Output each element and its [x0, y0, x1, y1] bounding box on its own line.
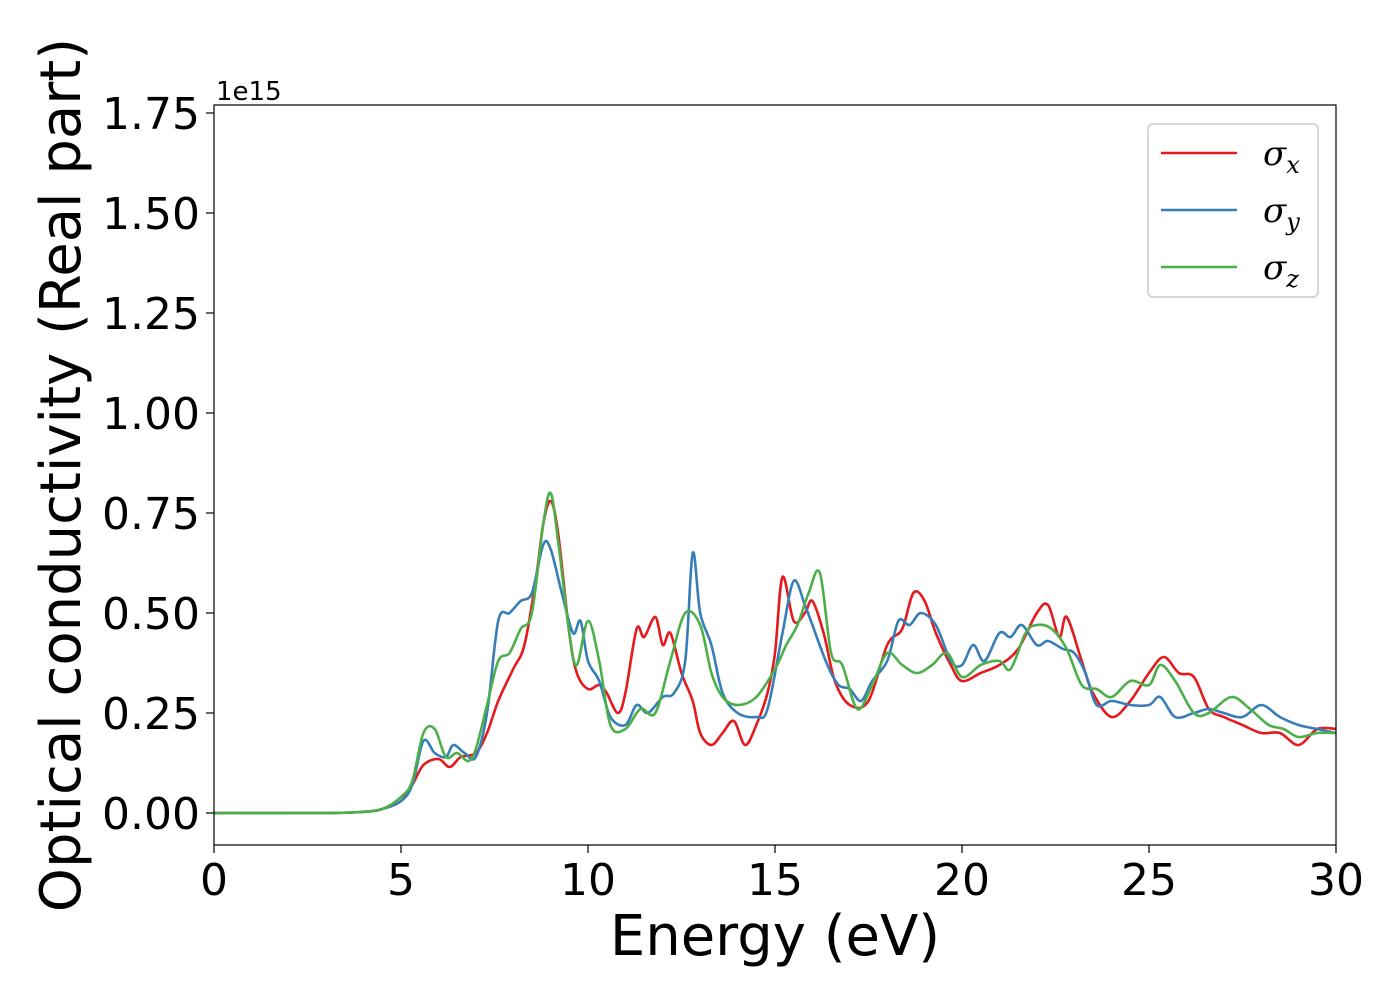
y-axis-label: Optical conductivity (Real part) — [29, 38, 94, 912]
x-axis-ticks: 0 5 10 15 20 25 30 — [200, 845, 1364, 906]
y-tick-label: 1.25 — [102, 289, 200, 340]
y-tick-label: 1.75 — [102, 89, 200, 140]
x-tick-label: 30 — [1308, 855, 1364, 906]
y-offset-text: 1e15 — [216, 77, 282, 107]
series-line-z — [213, 491, 1337, 815]
y-tick-label: 0.25 — [102, 689, 200, 740]
series-layer — [213, 491, 1337, 815]
legend-label: σy — [1263, 191, 1300, 236]
y-axis-ticks: 0.00 0.25 0.50 0.75 1.00 1.25 1.50 1.75 — [102, 89, 214, 840]
y-tick-label: 1.00 — [102, 389, 200, 440]
x-tick-label: 0 — [200, 855, 228, 906]
x-tick-label: 5 — [387, 855, 415, 906]
x-tick-label: 15 — [747, 855, 803, 906]
x-tick-label: 25 — [1121, 855, 1177, 906]
y-tick-label: 0.50 — [102, 589, 200, 640]
series-line-y — [213, 539, 1337, 815]
x-tick-label: 10 — [560, 855, 616, 906]
y-tick-label: 0.00 — [102, 789, 200, 840]
y-tick-label: 1.50 — [102, 189, 200, 240]
x-tick-label: 20 — [934, 855, 990, 906]
x-axis-label: Energy (eV) — [610, 904, 940, 969]
y-tick-label: 0.75 — [102, 489, 200, 540]
series-line-x — [213, 499, 1337, 815]
